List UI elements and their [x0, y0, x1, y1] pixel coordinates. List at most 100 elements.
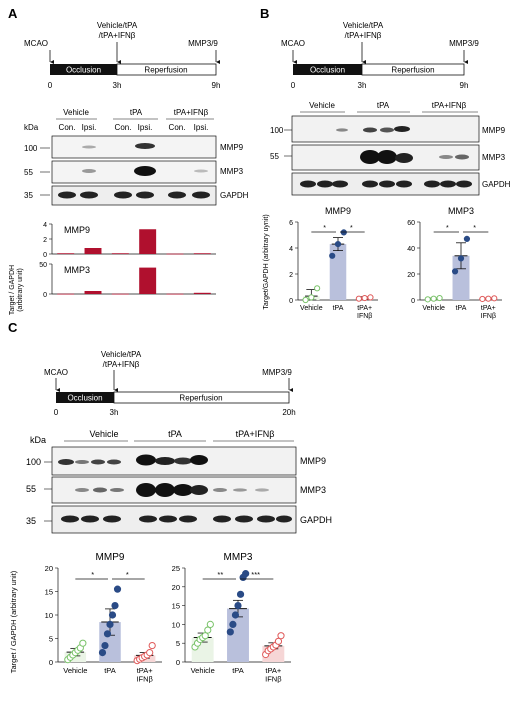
- chart-title: MMP3: [448, 206, 474, 216]
- blot-row-label: MMP3: [300, 485, 326, 495]
- y-tick-label: 15: [172, 602, 180, 611]
- kda-marker: 100: [26, 457, 41, 467]
- bar: [57, 293, 75, 295]
- kda-marker: 55: [270, 152, 279, 161]
- kda-marker: 55: [24, 168, 33, 177]
- mmp3-bands-b: [360, 150, 469, 164]
- blot-row-label: GAPDH: [482, 180, 511, 189]
- reperfusion-bar: [116, 63, 217, 76]
- blot-group-label: tPA+IFNβ: [432, 101, 467, 110]
- data-point: [457, 255, 465, 262]
- y-tick-label: 10: [45, 611, 53, 620]
- bar: [84, 291, 102, 294]
- occlusion-label: Occlusion: [66, 66, 101, 75]
- data-point: [148, 641, 156, 650]
- timeline-tick: 20h: [282, 408, 295, 417]
- chart-a-mmp9: 0 2 4 MMP9: [43, 222, 216, 259]
- occlusion-bar: [293, 64, 362, 75]
- y-tick-label: 25: [172, 564, 180, 573]
- y-tick-label: 20: [407, 272, 415, 279]
- blot-row-gapdh: [51, 185, 217, 206]
- y-tick-label: 15: [45, 588, 53, 597]
- timeline-treat-label-2: /tPA+IFNβ: [103, 360, 140, 369]
- significance-label: **: [217, 570, 223, 579]
- mmp3-bands-c: [75, 483, 269, 497]
- mmp9-bands-b: [336, 126, 410, 133]
- chart-title: MMP9: [325, 206, 351, 216]
- data-point: [314, 285, 321, 292]
- reperfusion-label: Reperfusion: [391, 66, 434, 75]
- significance-label: ***: [251, 570, 260, 579]
- data-point: [436, 294, 443, 302]
- data-point: [79, 639, 87, 647]
- bar: [111, 253, 129, 255]
- x-tick-label: tPA: [232, 666, 244, 675]
- y-axis-label: Target / GAPDH (arbitrary unit): [9, 570, 18, 673]
- y-tick-label: 60: [407, 220, 415, 227]
- timeline-tick: 3h: [358, 81, 367, 90]
- y-tick-label: 20: [172, 583, 180, 592]
- data-point: [329, 252, 336, 259]
- x-tick-label: IFNβ: [265, 675, 282, 684]
- y-axis-label: Target/GAPDH (arbitrary uynit): [263, 214, 270, 309]
- timeline-treat-label-1: Vehicle/tPA: [101, 350, 142, 359]
- data-point: [242, 570, 250, 578]
- y-tick-label: 0: [411, 298, 415, 305]
- data-point: [101, 641, 109, 650]
- kda-marker: 100: [270, 126, 284, 135]
- data-point: [302, 296, 309, 304]
- bar: [166, 293, 184, 295]
- data-point: [277, 632, 285, 640]
- bar: [57, 253, 75, 255]
- y-tick-label: 4: [43, 222, 47, 229]
- data-point: [146, 649, 154, 657]
- data-point: [491, 295, 498, 302]
- gapdh-bands-c: [61, 515, 292, 523]
- timeline-treat-label-2: /tPA+IFNβ: [99, 31, 136, 40]
- y-tick-label: 20: [45, 564, 53, 573]
- x-tick-label: tPA+: [137, 666, 154, 675]
- data-point: [111, 602, 119, 610]
- bar: [193, 292, 211, 294]
- y-tick-label: 40: [407, 246, 415, 253]
- timeline-treat-label-1: Vehicle/tPA: [343, 21, 384, 30]
- kda-marker: 100: [24, 144, 38, 153]
- blot-b: Vehicle tPA tPA+IFNβ 100 55: [270, 101, 511, 196]
- data-point: [424, 296, 431, 303]
- x-tick-label: Vehicle: [191, 666, 215, 675]
- timeline-tick: 9h: [212, 81, 221, 90]
- data-point: [485, 295, 492, 302]
- timeline-start-label: MCAO: [24, 39, 48, 48]
- y-tick-label: 6: [289, 220, 293, 227]
- blot-band: [194, 169, 208, 173]
- timeline-treat-label-2: /tPA+IFNβ: [345, 31, 382, 40]
- blot-group-label: Vehicle: [63, 108, 89, 117]
- blot-group-label: Vehicle: [309, 101, 335, 110]
- lane-label: Con.: [169, 123, 186, 132]
- data-point: [463, 235, 471, 242]
- timeline-tick: 0: [48, 81, 53, 90]
- y-axis-label: (arbitrary unit): [17, 268, 24, 312]
- timeline-end-label: MMP3/9: [188, 39, 218, 48]
- y-tick-label: 10: [172, 620, 180, 629]
- bar: [111, 293, 129, 295]
- lane-label: Con.: [59, 123, 76, 132]
- chart-title: MMP9: [64, 225, 90, 235]
- x-tick-label: tPA: [333, 305, 344, 312]
- data-point: [334, 241, 342, 248]
- chart-title: MMP3: [224, 552, 253, 563]
- timeline-a: MCAO Vehicle/tPA /tPA+IFNβ MMP3/9 Occlus…: [24, 21, 220, 90]
- chart-title: MMP9: [96, 552, 125, 563]
- timeline-end-label: MMP3/9: [449, 39, 479, 48]
- data-point: [108, 611, 117, 619]
- data-point: [367, 294, 374, 301]
- x-tick-label: tPA: [104, 666, 116, 675]
- timeline-start-label: MCAO: [281, 39, 305, 48]
- x-tick-label: IFNβ: [136, 675, 153, 684]
- data-point: [103, 630, 112, 638]
- significance-label: *: [91, 570, 94, 579]
- x-tick-label: tPA+: [265, 666, 282, 675]
- y-axis-label: Target / GAPDH: [9, 265, 16, 315]
- blot-band: [134, 166, 156, 176]
